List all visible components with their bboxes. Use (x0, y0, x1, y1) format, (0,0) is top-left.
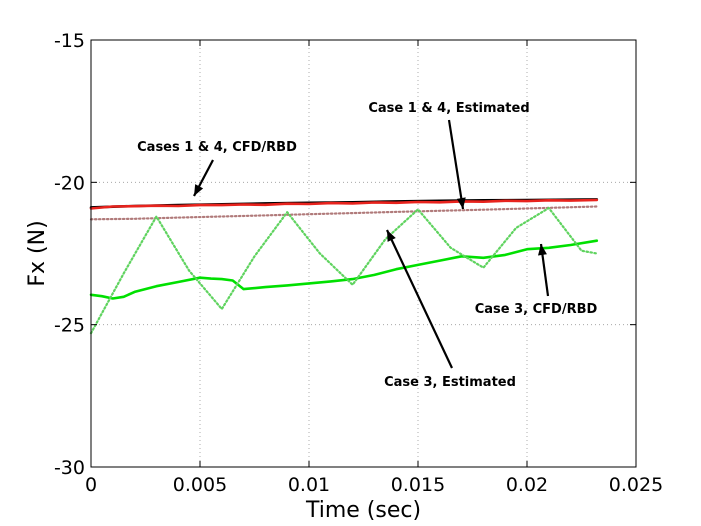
x-tick-label: 0.015 (391, 474, 445, 496)
annotation-label-1: Case 1 & 4, Estimated (368, 101, 529, 116)
y-tick-label: -30 (54, 457, 85, 479)
annotation-label-4: Case 3, Estimated (384, 375, 516, 390)
annotation-arrowhead-4 (387, 230, 396, 242)
series-line-2 (89, 198, 599, 210)
series-line-4 (89, 239, 599, 300)
series-layer (89, 198, 599, 335)
annotation-label-2: Cases 1 & 4, CFD/RBD (137, 140, 297, 155)
x-tick-label: 0.005 (173, 474, 227, 496)
annotation-arrowhead-2 (194, 184, 204, 196)
x-axis-title: Time (sec) (305, 498, 421, 523)
x-tick-label: 0 (85, 474, 97, 496)
x-tick-label: 0.025 (609, 474, 663, 496)
series-line-5 (89, 206, 598, 335)
y-tick-label: -15 (54, 30, 85, 52)
annotation-arrowhead-1 (456, 197, 466, 209)
axis-ticks: 0 0.005 0.01 0.015 0.02 0.025 -30 -25 -20 -15 (54, 30, 663, 496)
annotation-arrow-line-4 (386, 229, 453, 369)
annotations-layer: Case 1 & 4, Estimated Cases 1 & 4, CFD/RB… (137, 101, 597, 390)
y-tick-label: -20 (54, 172, 85, 194)
annotation-label-3: Case 3, CFD/RBD (475, 302, 598, 317)
x-tick-label: 0.02 (506, 474, 548, 496)
y-axis-title: Fx (N) (25, 220, 50, 286)
x-tick-label: 0.01 (288, 474, 330, 496)
series-line-3 (89, 205, 598, 221)
annotation-arrowhead-3 (538, 244, 547, 256)
y-tick-label: -25 (54, 315, 85, 337)
annotation-arrow-line-1 (447, 119, 465, 210)
plot-frame (90, 39, 637, 468)
